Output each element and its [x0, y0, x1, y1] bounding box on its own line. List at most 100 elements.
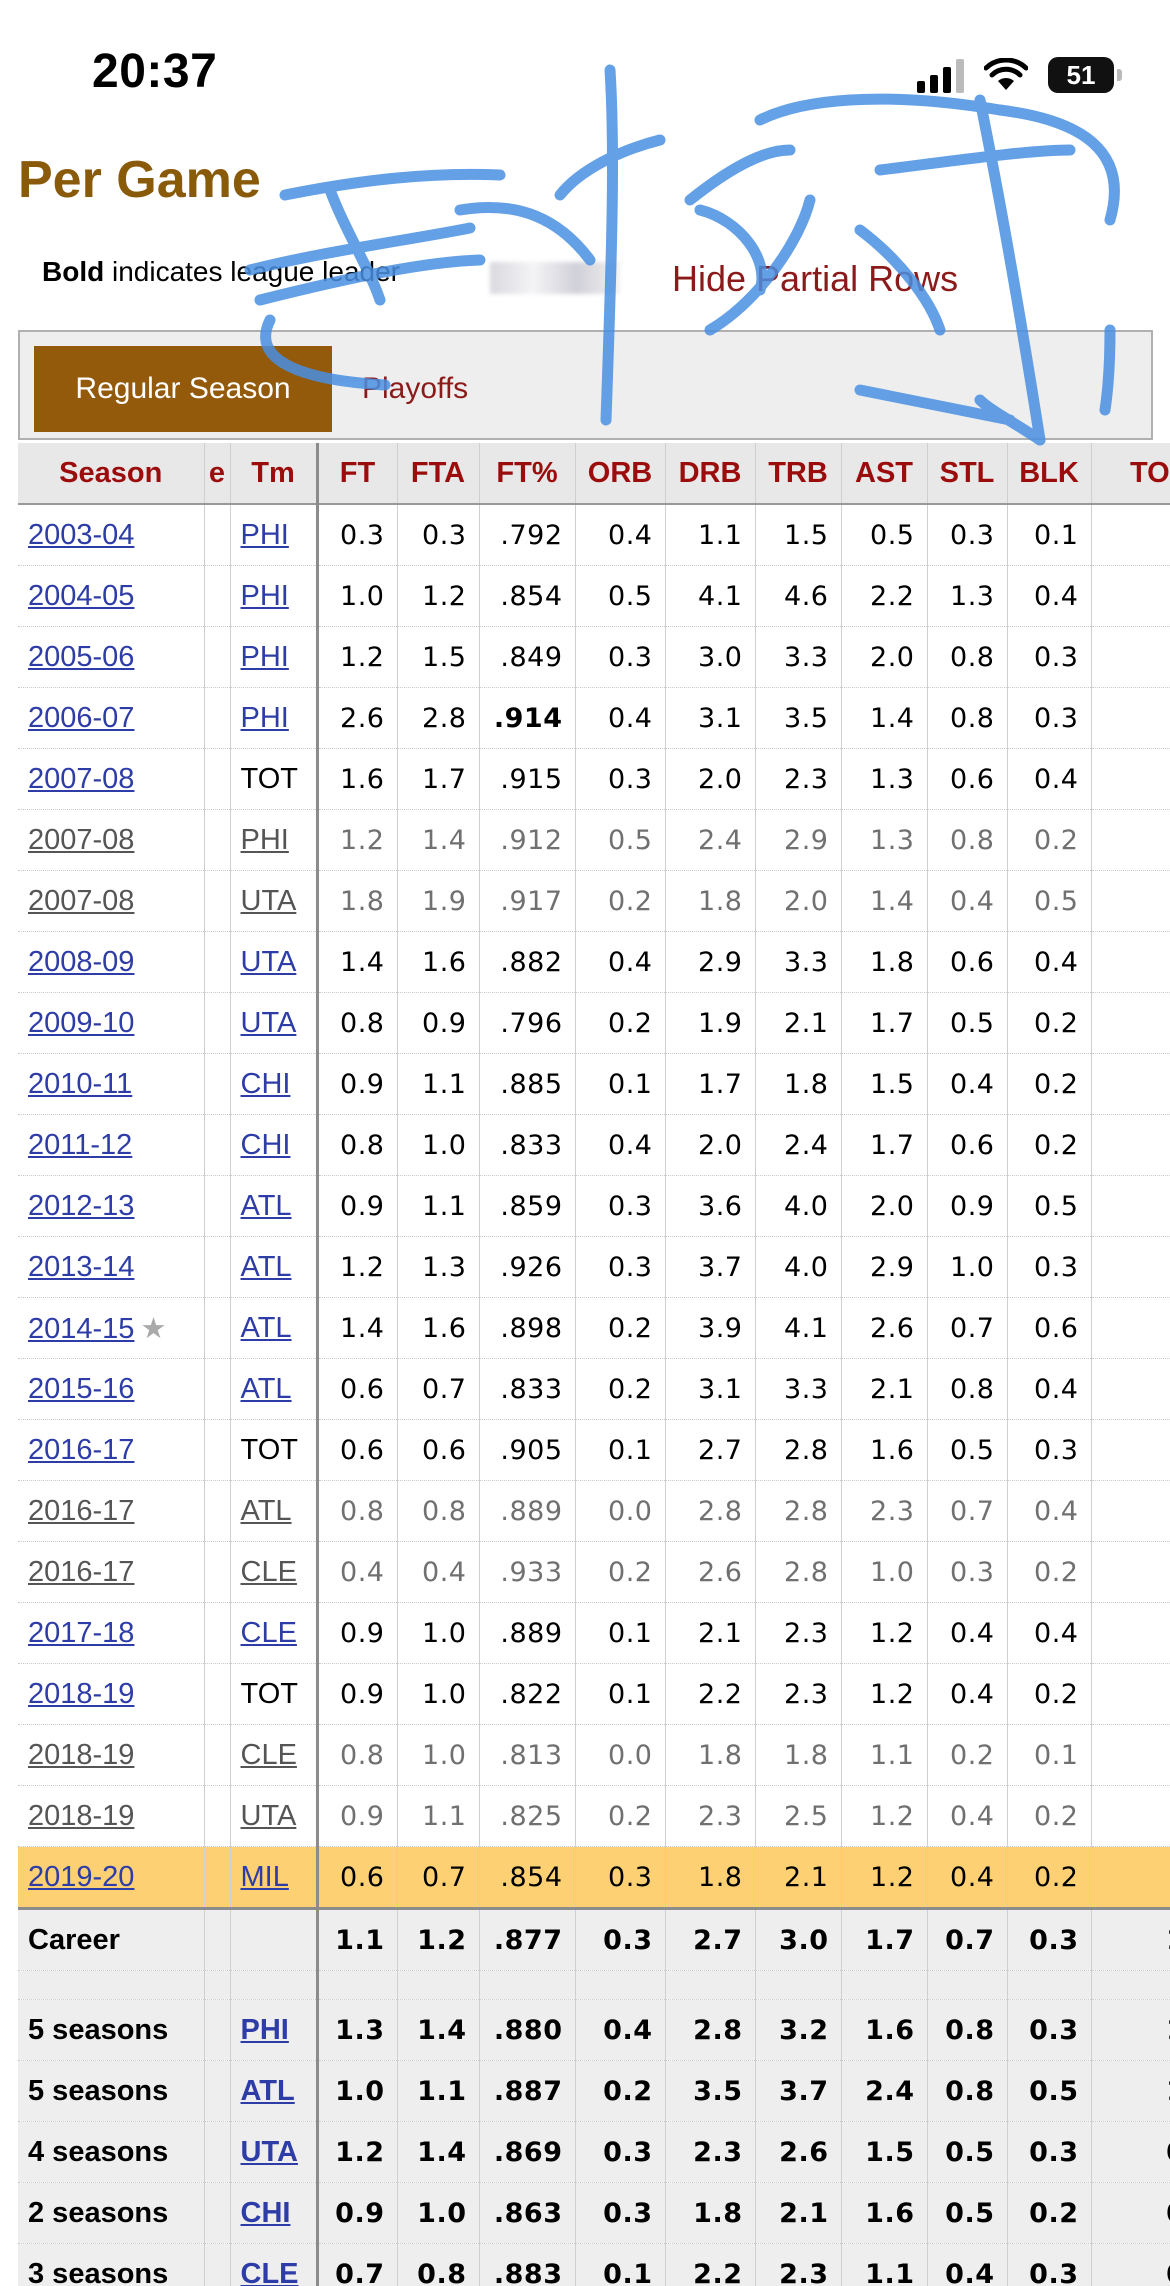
column-header-season[interactable]: Season: [18, 443, 205, 505]
team-link[interactable]: UTA: [240, 2135, 298, 2168]
season-link[interactable]: 2019-20: [28, 1860, 135, 1893]
column-header-tm[interactable]: Tm: [230, 443, 319, 505]
stat-cell-trb: 4.1: [755, 1297, 842, 1359]
team-link[interactable]: ATL: [240, 1250, 292, 1283]
team-total-stat-cell: .863: [479, 2182, 576, 2244]
stat-cell-drb: 1.8: [665, 1724, 756, 1786]
team-link[interactable]: PHI: [240, 640, 289, 673]
season-cell: 2016-17: [18, 1419, 205, 1481]
team-link[interactable]: ATL: [240, 1494, 292, 1527]
age-cell: [204, 870, 231, 932]
team-link[interactable]: PHI: [240, 823, 289, 856]
team-link[interactable]: PHI: [240, 2013, 289, 2046]
season-link[interactable]: 2004-05: [28, 579, 135, 612]
stat-cell-fta: 1.1: [397, 1785, 480, 1847]
team-total-stat-cell: 3.7: [755, 2060, 842, 2122]
season-link[interactable]: 2012-13: [28, 1189, 135, 1222]
team-link[interactable]: MIL: [240, 1860, 289, 1893]
team-total-stat-cell: 0.8: [397, 2243, 480, 2286]
stat-cell-tov: 0.8: [1091, 1541, 1170, 1603]
season-link[interactable]: 2015-16: [28, 1372, 135, 1405]
column-header-ft[interactable]: FT: [317, 443, 398, 505]
column-header-blk[interactable]: BLK: [1007, 443, 1092, 505]
column-header-trb[interactable]: TRB: [755, 443, 842, 505]
team-total-label: TOT: [240, 762, 298, 795]
team-link[interactable]: PHI: [240, 579, 289, 612]
team-cell: CHI: [230, 1053, 319, 1115]
stat-cell-trb: 2.3: [755, 1663, 842, 1725]
season-link[interactable]: 2013-14: [28, 1250, 135, 1283]
season-row: 2017-18CLE0.91.0.8890.12.12.31.20.40.40.…: [18, 1602, 1170, 1664]
team-link[interactable]: CLE: [240, 1616, 297, 1649]
stat-cell-ft-pct: .833: [479, 1114, 576, 1176]
stat-cell-ft-pct: .885: [479, 1053, 576, 1115]
stat-cell-stl: 0.4: [927, 1053, 1008, 1115]
season-link[interactable]: 2005-06: [28, 640, 135, 673]
column-header-stl[interactable]: STL: [927, 443, 1008, 505]
season-link[interactable]: 2018-19: [28, 1799, 135, 1832]
column-header-fta[interactable]: FTA: [397, 443, 480, 505]
stat-cell-stl: 0.7: [927, 1297, 1008, 1359]
team-total-stat-cell: 0.2: [1007, 2182, 1092, 2244]
season-link[interactable]: 2007-08: [28, 884, 135, 917]
season-link[interactable]: 2007-08: [28, 762, 135, 795]
team-link[interactable]: CHI: [240, 1067, 291, 1100]
season-link[interactable]: 2016-17: [28, 1555, 135, 1588]
stat-cell-fta: 1.7: [397, 748, 480, 810]
season-link[interactable]: 2014-15: [28, 1312, 135, 1345]
leader-note-bold: Bold: [42, 256, 105, 287]
season-cell: 2010-11: [18, 1053, 205, 1115]
team-link[interactable]: ATL: [240, 1372, 292, 1405]
spacer-cell: [317, 1970, 398, 2000]
season-link[interactable]: 2009-10: [28, 1006, 135, 1039]
team-cell: UTA: [230, 2121, 319, 2183]
team-total-stat-cell: .869: [479, 2121, 576, 2183]
season-link[interactable]: 2011-12: [28, 1128, 133, 1161]
stat-cell-orb: 0.2: [575, 1785, 666, 1847]
season-link[interactable]: 2017-18: [28, 1616, 135, 1649]
team-link[interactable]: CHI: [240, 1128, 291, 1161]
column-header-ft-pct[interactable]: FT%: [479, 443, 576, 505]
column-header-age[interactable]: e: [204, 443, 231, 505]
season-link[interactable]: 2010-11: [28, 1067, 133, 1100]
team-link[interactable]: ATL: [240, 1189, 292, 1222]
team-link[interactable]: CLE: [240, 1738, 297, 1771]
team-link[interactable]: UTA: [240, 884, 297, 917]
season-link[interactable]: 2016-17: [28, 1494, 135, 1527]
team-cell: UTA: [230, 1785, 319, 1847]
team-link[interactable]: CLE: [240, 2257, 299, 2286]
stat-cell-trb: 4.6: [755, 565, 842, 627]
team-total-stat-cell: 0.7: [317, 2243, 398, 2286]
age-cell: [204, 992, 231, 1054]
team-link[interactable]: CLE: [240, 1555, 297, 1588]
team-total-row: 5 seasons ATL 1.0 1.1.887 0.2 3.5 3.7 2.4 0.8 0.5…: [18, 2060, 1170, 2122]
team-link[interactable]: PHI: [240, 518, 289, 551]
season-row: 2010-11 CHI 0.91.1.8850.11.71.81.50.40.20.…: [18, 1053, 1170, 1115]
season-link[interactable]: 2008-09: [28, 945, 135, 978]
team-link[interactable]: ATL: [240, 2074, 295, 2107]
stat-cell-ft: 0.3: [317, 504, 398, 566]
season-link[interactable]: 2006-07: [28, 701, 135, 734]
stat-cell-fta: 1.0: [397, 1602, 480, 1664]
stat-cell-blk: 0.3: [1007, 1419, 1092, 1481]
team-link[interactable]: CHI: [240, 2196, 291, 2229]
team-link[interactable]: UTA: [240, 945, 297, 978]
stat-cell-orb: 0.1: [575, 1602, 666, 1664]
team-link[interactable]: PHI: [240, 701, 289, 734]
season-link[interactable]: 2018-19: [28, 1738, 135, 1771]
column-header-tov[interactable]: TOV: [1091, 443, 1170, 505]
team-total-stat-cell: .883: [479, 2243, 576, 2286]
season-link[interactable]: 2018-19: [28, 1677, 135, 1710]
team-total-stat-cell: 0.3: [1007, 2243, 1092, 2286]
age-cell: [204, 1297, 231, 1359]
season-link[interactable]: 2016-17: [28, 1433, 135, 1466]
column-header-orb[interactable]: ORB: [575, 443, 666, 505]
column-header-ast[interactable]: AST: [841, 443, 928, 505]
team-link[interactable]: UTA: [240, 1799, 297, 1832]
season-link[interactable]: 2003-04: [28, 518, 135, 551]
stat-cell-trb: 2.3: [755, 748, 842, 810]
season-link[interactable]: 2007-08: [28, 823, 135, 856]
column-header-drb[interactable]: DRB: [665, 443, 756, 505]
team-link[interactable]: UTA: [240, 1006, 297, 1039]
team-link[interactable]: ATL: [240, 1311, 292, 1344]
